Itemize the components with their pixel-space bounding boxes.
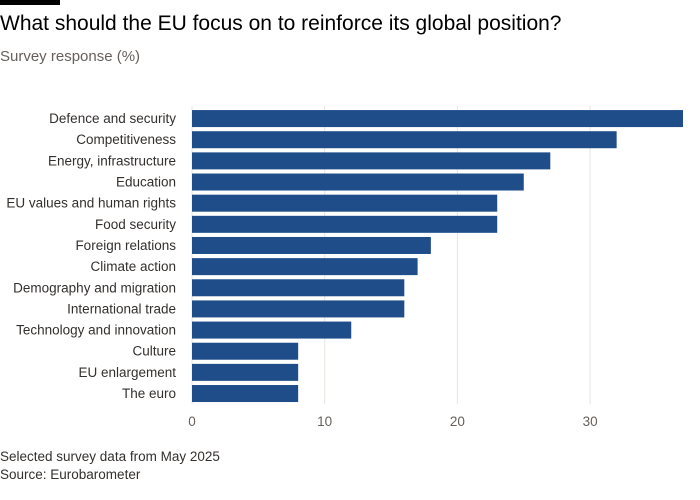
- category-label: Foreign relations: [75, 238, 176, 253]
- category-label: EU values and human rights: [6, 196, 176, 211]
- bar: [192, 194, 498, 212]
- bar: [192, 131, 617, 149]
- category-label: Competitiveness: [76, 132, 176, 147]
- category-label: The euro: [122, 386, 176, 401]
- bar: [192, 342, 299, 360]
- bar: [192, 279, 405, 297]
- bar: [192, 236, 431, 254]
- bar: [192, 300, 405, 318]
- footer-source: Source: Eurobarometer: [0, 467, 141, 482]
- category-label: Technology and innovation: [16, 323, 176, 338]
- category-label: Defence and security: [49, 111, 176, 126]
- bar: [192, 173, 524, 191]
- x-tick-label: 0: [188, 414, 196, 429]
- top-rule: [0, 0, 60, 5]
- bar: [192, 152, 551, 170]
- bar: [192, 215, 498, 233]
- footer: Selected survey data from May 2025 Sourc…: [0, 448, 220, 484]
- category-label: Culture: [132, 344, 176, 359]
- chart-subtitle: Survey response (%): [0, 48, 141, 65]
- category-label: Demography and migration: [13, 280, 176, 295]
- bar: [192, 385, 299, 403]
- chart-title: What should the EU focus on to reinforce…: [0, 12, 562, 35]
- category-label: Climate action: [90, 259, 176, 274]
- x-tick-label: 20: [450, 414, 465, 429]
- category-label: EU enlargement: [78, 365, 176, 380]
- bar: [192, 363, 299, 381]
- category-label: Food security: [95, 217, 176, 232]
- footer-note: Selected survey data from May 2025: [0, 449, 220, 464]
- category-label: Education: [116, 175, 176, 190]
- bar-chart: Defence and security Competitiveness Energ…: [6, 106, 683, 429]
- category-label: Energy, infrastructure: [48, 153, 176, 168]
- x-tick-label: 10: [317, 414, 332, 429]
- x-tick-label: 30: [583, 414, 598, 429]
- bar: [192, 110, 683, 128]
- bar: [192, 258, 418, 276]
- category-label: International trade: [67, 301, 176, 316]
- bar: [192, 321, 352, 339]
